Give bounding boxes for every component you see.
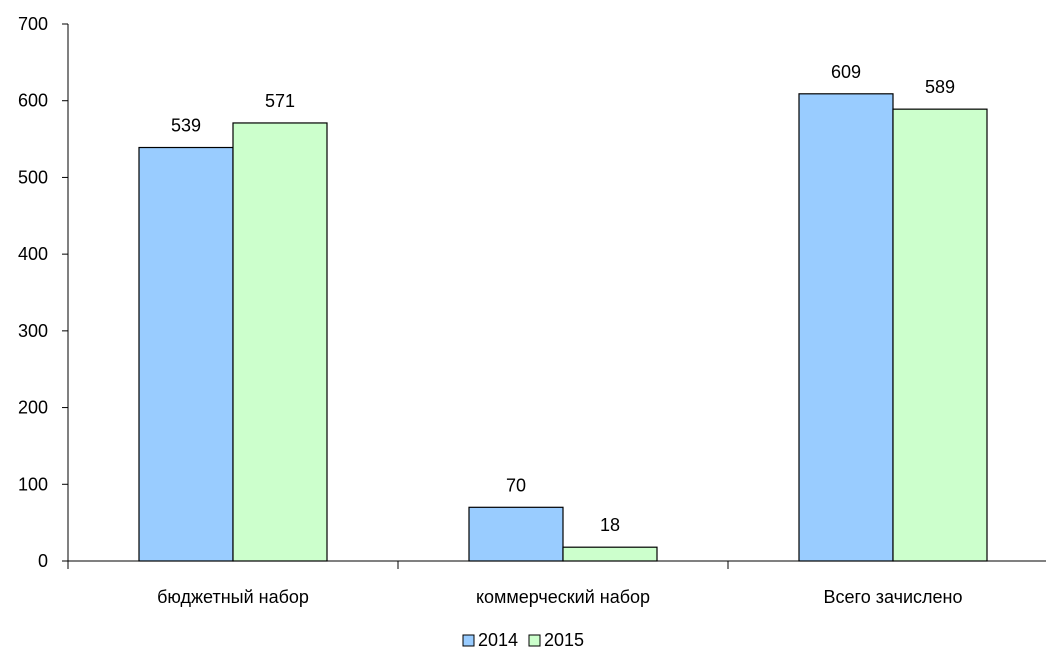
y-tick-label: 500	[18, 167, 48, 187]
legend: 2014 2015	[462, 630, 584, 650]
legend-label: 2014	[478, 630, 518, 650]
x-category-label: бюджетный набор	[157, 587, 309, 607]
x-category-label: Всего зачислено	[824, 587, 963, 607]
bar-2014	[468, 506, 564, 562]
bar-2015	[892, 108, 988, 562]
bar-2015	[562, 546, 658, 562]
data-label: 609	[831, 62, 861, 82]
legend-swatch-2014	[462, 634, 475, 647]
plot-area: 0 100 200 300 400 500 600 700 539 571 бюджетный на…	[18, 14, 1046, 607]
y-tick-label: 100	[18, 474, 48, 494]
legend-swatch-2015	[528, 634, 541, 647]
data-label: 70	[506, 475, 526, 495]
bar-2015	[232, 122, 328, 562]
y-tick-label: 700	[18, 14, 48, 34]
y-tick-label: 200	[18, 398, 48, 418]
data-label: 571	[265, 91, 295, 111]
y-tick-label: 400	[18, 244, 48, 264]
x-category-label: коммерческий набор	[476, 587, 650, 607]
bar-2014	[798, 93, 894, 562]
data-label: 539	[171, 116, 201, 136]
legend-label: 2015	[544, 630, 584, 650]
data-label: 589	[925, 77, 955, 97]
y-tick-label: 600	[18, 91, 48, 111]
bar-2014	[138, 146, 234, 562]
y-tick-label: 300	[18, 321, 48, 341]
y-tick-label: 0	[38, 551, 48, 571]
data-label: 18	[600, 515, 620, 535]
